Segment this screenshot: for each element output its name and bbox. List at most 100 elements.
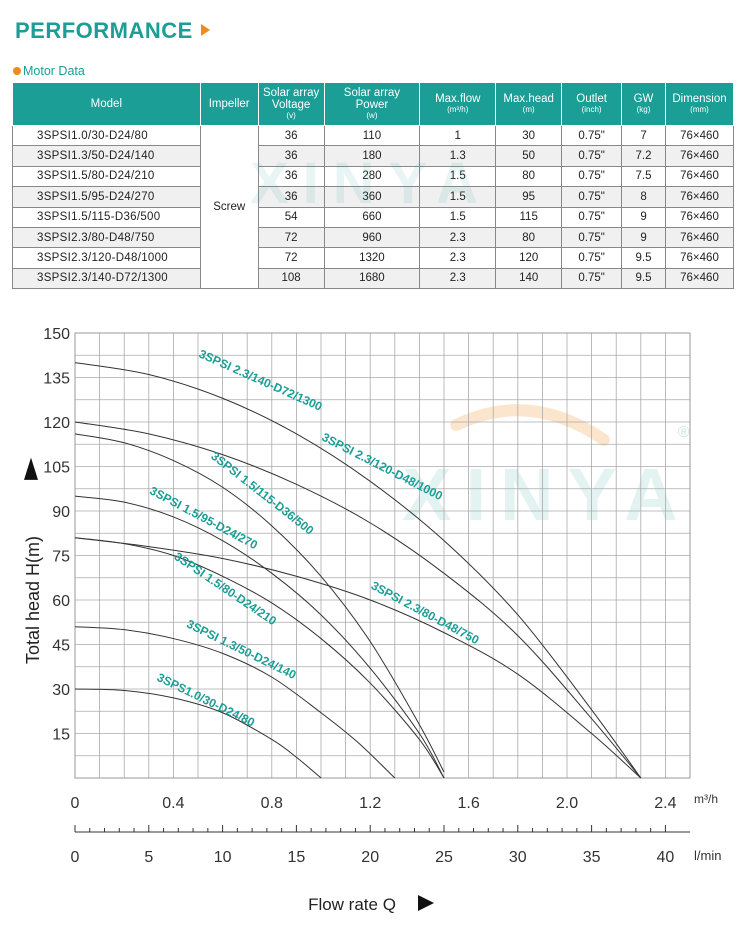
table-row: 3SPSI1.3/50-D24/140 36 180 1.3 50 0.75" 7.2 76×… [12, 145, 735, 167]
outlet-cell: 0.75" [561, 206, 623, 228]
model-cell: 3SPSI1.5/115-D36/500 [12, 206, 201, 228]
head-cell: 50 [495, 145, 563, 167]
flow-cell: 1.5 [419, 206, 497, 228]
series-line [74, 537, 642, 779]
performance-heading: PERFORMANCE [15, 18, 210, 44]
flow-cell: 1.3 [419, 145, 497, 167]
table-row: 3SPSI1.5/95-D24/270 36 360 1.5 95 0.75" 8 76×46… [12, 186, 735, 208]
y-tick-label: 120 [43, 415, 70, 432]
y-tick-label: 30 [52, 682, 70, 699]
y-tick-label: 15 [52, 727, 70, 744]
dimension-cell: 76×460 [664, 247, 735, 269]
gw-cell: 7.5 [621, 165, 666, 188]
table-header-label: Solar array Voltage [262, 87, 320, 111]
model-cell: 3SPSI2.3/80-D48/750 [12, 226, 201, 249]
power-cell: 960 [323, 226, 421, 249]
x-tick-label-m3h: 1.6 [457, 795, 479, 812]
play-triangle-icon [200, 24, 210, 37]
table-header-cell: Dimension (mm) [664, 82, 735, 126]
head-cell: 115 [495, 206, 563, 228]
x-tick-label-m3h: 1.2 [359, 795, 381, 812]
voltage-cell: 36 [257, 124, 325, 147]
head-cell: 30 [495, 124, 563, 147]
table-row: 3SPSI2.3/80-D48/750 72 960 2.3 80 0.75" 9 76×46… [12, 226, 735, 249]
y-axis-arrow-icon [24, 457, 38, 480]
x-axis-arrow-icon [418, 895, 434, 911]
bullet-dot-icon [13, 66, 21, 75]
table-header-unit: (v) [286, 111, 296, 120]
table-header-cell: Solar array Power (w) [323, 82, 421, 126]
registered-mark: ® [678, 424, 690, 441]
flow-cell: 2.3 [419, 226, 497, 249]
x-tick-label-m3h: 2.0 [556, 795, 578, 812]
table-row: 3SPSI2.3/120-D48/1000 72 1320 2.3 120 0.75" 9.… [12, 247, 735, 269]
gw-cell: 7 [621, 124, 666, 147]
y-tick-label: 90 [52, 504, 70, 521]
y-tick-label: 135 [43, 371, 70, 388]
table-header-unit: (inch) [581, 105, 602, 114]
flow-cell: 1.5 [419, 165, 497, 188]
table-header-cell: Model [12, 82, 201, 126]
dimension-cell: 76×460 [664, 165, 735, 188]
table-header-cell: Max.head (m) [495, 82, 563, 126]
table-header-cell: Max.flow (m³/h) [419, 82, 497, 126]
performance-heading-text: PERFORMANCE [15, 18, 193, 43]
x-tick-label-lmin: 0 [71, 849, 80, 866]
dimension-cell: 76×460 [664, 186, 735, 208]
outlet-cell: 0.75" [561, 247, 623, 269]
model-cell: 3SPSI1.5/95-D24/270 [12, 186, 201, 208]
outlet-cell: 0.75" [561, 165, 623, 188]
table-header-label: Solar array Power [343, 87, 401, 111]
voltage-cell: 72 [257, 247, 325, 269]
outlet-cell: 0.75" [561, 145, 623, 167]
head-cell: 140 [495, 267, 563, 290]
motor-data-subheading-text: Motor Data [23, 64, 85, 78]
table-row: 3SPSI1.5/115-D36/500 54 660 1.5 115 0.75" 9 76×… [12, 206, 735, 228]
dimension-cell: 76×460 [664, 124, 735, 147]
outlet-cell: 0.75" [561, 124, 623, 147]
x-unit-lmin: l/min [694, 848, 721, 863]
motor-data-table: Model Impeller Solar array Voltage (v) Solar… [12, 82, 735, 290]
voltage-cell: 36 [257, 145, 325, 167]
y-tick-label: 75 [52, 549, 70, 566]
y-tick-label: 45 [52, 638, 70, 655]
x-tick-label-lmin: 25 [435, 849, 453, 866]
power-cell: 180 [323, 145, 421, 167]
voltage-cell: 72 [257, 226, 325, 249]
table-header-unit: (kg) [636, 105, 651, 114]
dimension-cell: 76×460 [664, 267, 735, 290]
plot-frame [74, 332, 691, 779]
voltage-cell: 54 [257, 206, 325, 228]
y-tick-label: 105 [43, 460, 70, 477]
gw-cell: 7.2 [621, 145, 666, 167]
table-header-cell: Impeller [199, 82, 259, 126]
table-header-label: Outlet [576, 93, 607, 105]
table-header-unit: (m³/h) [447, 105, 469, 114]
outlet-cell: 0.75" [561, 186, 623, 208]
head-cell: 95 [495, 186, 563, 208]
flow-cell: 2.3 [419, 267, 497, 290]
flow-cell: 1.5 [419, 186, 497, 208]
voltage-cell: 36 [257, 186, 325, 208]
series-line [74, 688, 322, 779]
y-tick-label: 60 [52, 593, 70, 610]
table-row: 3SPSI2.3/140-D72/1300 108 1680 2.3 140 0.75" 9… [12, 267, 735, 290]
gw-cell: 8 [621, 186, 666, 208]
x-tick-label-lmin: 30 [509, 849, 527, 866]
table-header-label: Model [90, 98, 122, 110]
power-cell: 110 [323, 124, 421, 147]
model-cell: 3SPSI2.3/120-D48/1000 [12, 247, 201, 269]
series-line [74, 421, 642, 779]
x-tick-label-lmin: 5 [144, 849, 153, 866]
table-header-unit: (w) [366, 111, 378, 120]
table-header-label: GW [633, 93, 654, 105]
gw-cell: 9.5 [621, 267, 666, 290]
outlet-cell: 0.75" [561, 226, 623, 249]
gw-cell: 9 [621, 206, 666, 228]
table-header-label: Max.flow [435, 93, 481, 105]
gw-cell: 9.5 [621, 247, 666, 269]
x-tick-label-m3h: 2.4 [654, 795, 676, 812]
x-axis-label: Flow rate Q [308, 895, 396, 914]
dimension-cell: 76×460 [664, 226, 735, 249]
